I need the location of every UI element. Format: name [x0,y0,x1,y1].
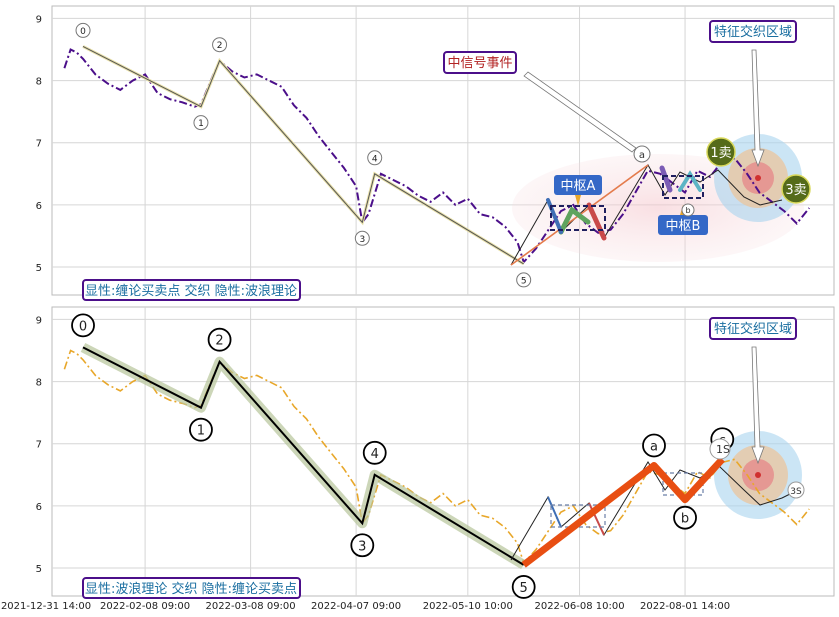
top-y-axis: 5 6 7 8 9 [36,14,42,274]
bottom-wave-marker [189,417,213,442]
bottom-abc-marker-label: a [650,439,658,454]
bottom-zhongshu-a-box [550,504,606,528]
bottom-abc-marker-label: b [681,512,689,527]
bottom-y-axis: 5 6 7 8 9 [36,315,42,575]
top-wave-label-b-text: b [685,206,690,215]
bottom-wave-marker [362,440,387,465]
top-wave-label-b: b [681,203,695,217]
bottom-signal-1s-label: 1S [716,443,730,456]
bottom-panel [51,306,835,597]
top-wave-marker [516,272,532,288]
top-wave-marker-label: 4 [372,154,378,164]
bottom-blue-stroke [547,496,562,528]
bottom-y-tick-label: 8 [36,378,42,389]
zhongshu-b-box [662,175,704,199]
x-tick-label: 2022-02-08 09:00 [100,601,190,612]
top-price-line [63,48,810,265]
top-wave-marker [193,115,209,131]
x-tick-label: 2022-08-01 14:00 [640,601,730,612]
sell-signal-3: 3卖 [781,174,811,204]
bottom-wave-marker-label: 3 [358,539,366,554]
top-structure [510,164,783,266]
bottom-intersection-zone [714,431,802,519]
bottom-abc-marker [642,433,666,458]
top-wave-marker [367,150,383,166]
bottom-y-tick-label: 6 [36,502,42,513]
sell-signal-1: 1卖 [706,137,736,167]
top-y-tick-label: 6 [36,201,42,212]
top-caption: 显性:缠论买卖点 交织 隐性:波浪理论 [85,283,297,299]
top-wave-label-a-text: a [639,150,645,161]
zhongshu-b-label: 中枢B [666,219,701,234]
bottom-wave-line [82,346,525,566]
top-green-stroke [558,206,591,235]
bottom-grid [52,307,834,596]
signal-event-label: 中信号事件 [447,56,512,71]
top-zone-label: 特征交织区域 [714,24,792,40]
bottom-signal-1s: 1S [709,438,731,460]
bottom-zone-label: 特征交织区域 [714,321,792,337]
bottom-y-tick-label: 5 [36,564,42,575]
bottom-zigzag-line [510,461,799,561]
bottom-wave-marker-label: 5 [520,581,528,596]
top-y-tick-label: 9 [36,14,42,25]
bottom-wave-marker [511,575,536,599]
top-zone-arrow [751,49,765,168]
bottom-signal-3s-label: 3S [790,487,802,497]
top-wave-marker [354,230,370,246]
bottom-wave-marker-label: 1 [197,424,205,439]
x-tick-label: 2022-04-07 09:00 [311,601,401,612]
bottom-abc-wave: abc [521,427,735,568]
top-wave-marker [212,37,228,53]
bottom-red-stroke [588,502,605,536]
top-wave-marker-label: 5 [521,276,527,286]
bottom-abc-line [521,456,725,568]
top-wave-label-a: a [633,145,651,163]
x-tick-label: 2022-03-08 09:00 [206,601,296,612]
sell-signal-3-label: 3卖 [785,183,806,198]
top-wave-marker-label: 0 [80,27,86,37]
bottom-caption: 显性:波浪理论 交织 隐性:缠论买卖点 [85,581,297,597]
bottom-abc-marker [673,505,697,530]
bottom-zone-arrow [751,346,765,465]
top-wave-marker [75,22,91,38]
bottom-wave-marker-label: 2 [215,334,223,349]
bottom-wave-marker [207,327,232,352]
top-wave-line [82,45,524,265]
bottom-y-tick-label: 7 [36,440,42,451]
zhongshu-a-callout: 中枢A [554,175,602,206]
bottom-wave-marker-label: 0 [79,319,87,334]
top-caption-box: 显性:缠论买卖点 交织 隐性:波浪理论 [82,279,301,301]
top-y-tick-label: 8 [36,77,42,88]
top-wave-marker-label: 1 [198,119,204,129]
signal-event-callout: 中信号事件 [443,51,637,153]
top-wave-marker-label: 2 [217,41,223,51]
x-tick-label: 2022-06-08 10:00 [534,601,624,612]
bottom-zone-callout: 特征交织区域 [709,317,797,465]
bottom-wave-marker [71,313,95,338]
top-zone-callout: 特征交织区域 [709,20,797,168]
bottom-signal-3s: 3S [787,481,805,499]
top-wave-marker-label: 3 [359,235,365,245]
top-intersection-zone [714,134,802,222]
top-red-stroke [586,202,607,241]
bottom-wave-marker [350,533,375,558]
sell-signal-1-label: 1卖 [710,146,731,161]
x-axis: 2021-12-31 14:00 2022-02-08 09:00 2022-03-… [1,601,730,612]
x-tick-label: 2021-12-31 14:00 [1,601,91,612]
bottom-caption-box: 显性:波浪理论 交织 隐性:缠论买卖点 [82,577,301,599]
top-y-tick-label: 7 [36,139,42,150]
x-tick-label: 2022-05-10 10:00 [423,601,513,612]
top-cyan-stroke [678,170,702,192]
top-purple-stroke [659,165,673,193]
top-price-series: 0 1 2 3 4 5 [63,22,810,288]
top-y-tick-label: 5 [36,263,42,274]
bottom-y-tick-label: 9 [36,315,42,326]
bottom-wave-marker-label: 4 [371,447,379,462]
zhongshu-a-label: 中枢A [561,179,596,194]
